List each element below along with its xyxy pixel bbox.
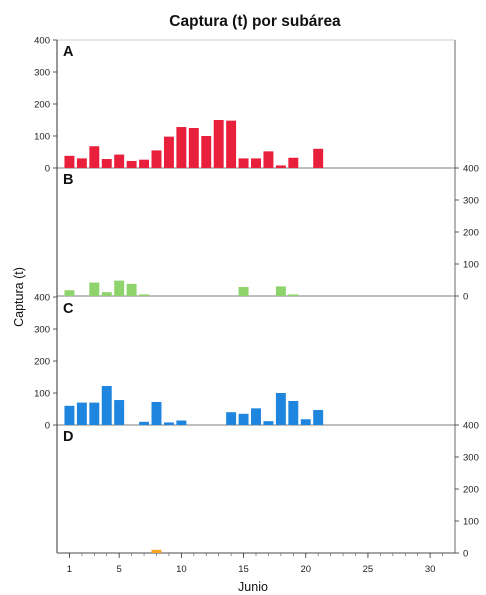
- bar-b-6: [126, 283, 137, 296]
- bar-c-16: [251, 408, 261, 425]
- bar-c-21: [313, 409, 324, 425]
- panel-b-ytick-label: 200: [463, 228, 479, 239]
- panel-b-label: B: [63, 172, 73, 188]
- panel-d-ytick-label: 0: [463, 549, 468, 560]
- x-tick-label: 1: [67, 564, 72, 575]
- bar-a-3: [89, 146, 100, 168]
- x-tick-label: 10: [176, 564, 187, 575]
- bar-c-5: [114, 400, 125, 425]
- panel-a-ytick-label: 0: [45, 164, 50, 175]
- bar-a-4: [101, 159, 112, 168]
- bar-a-9: [163, 136, 174, 168]
- bar-a-12: [201, 136, 212, 168]
- bar-b-4: [101, 292, 112, 296]
- panel-c-ytick-label: 200: [34, 357, 50, 368]
- panel-c-label: C: [63, 301, 74, 317]
- x-axis-label: Junio: [238, 580, 268, 594]
- panel-a-label: A: [63, 44, 74, 60]
- x-tick-label: 30: [425, 564, 436, 575]
- bar-b-18: [275, 286, 286, 296]
- bar-c-9: [163, 422, 174, 425]
- bar-c-7: [139, 421, 150, 425]
- y-axis-label: Captura (t): [12, 267, 26, 327]
- bar-c-14: [226, 412, 237, 425]
- bar-b-15: [238, 287, 249, 296]
- bar-a-1: [64, 155, 75, 168]
- panel-b-ytick-label: 300: [463, 196, 479, 207]
- bar-a-5: [114, 154, 125, 168]
- bar-a-17: [263, 151, 274, 168]
- panel-b-ytick-label: 0: [463, 292, 468, 303]
- x-tick-label: 5: [117, 564, 122, 575]
- bar-a-10: [176, 127, 187, 168]
- bar-c-8: [151, 401, 162, 425]
- bar-c-20: [300, 419, 311, 425]
- panel-d-ytick-label: 200: [463, 485, 479, 496]
- chart-title: Captura (t) por subárea: [169, 13, 341, 30]
- panel-a-ytick-label: 400: [34, 36, 50, 47]
- bar-c-3: [89, 402, 100, 425]
- panel-c-ytick-label: 300: [34, 325, 50, 336]
- panel-c-ytick-label: 0: [45, 421, 50, 432]
- x-tick-label: 15: [238, 564, 249, 575]
- bar-c-17: [263, 421, 274, 425]
- bar-c-19: [288, 401, 299, 425]
- bar-a-19: [288, 157, 299, 168]
- panel-d-label: D: [63, 429, 73, 445]
- panel-d-ytick-label: 100: [463, 517, 479, 528]
- bar-a-7: [139, 159, 150, 168]
- bar-c-2: [76, 402, 87, 425]
- bar-a-21: [313, 148, 324, 168]
- bar-c-1: [64, 405, 75, 425]
- bar-b-7: [139, 294, 150, 296]
- panel-a-ytick-label: 300: [34, 68, 50, 79]
- bar-a-15: [238, 158, 249, 168]
- x-tick-label: 25: [363, 564, 374, 575]
- bar-c-15: [238, 413, 249, 425]
- panel-a-ytick-label: 100: [34, 132, 50, 143]
- panel-d-ytick-label: 400: [463, 421, 479, 432]
- bar-a-16: [251, 158, 261, 168]
- bar-c-18: [275, 393, 286, 425]
- plot-area: A0100200300400B0100200300400C01002003004…: [34, 36, 479, 576]
- bar-c-10: [176, 420, 187, 425]
- panel-d-ytick-label: 300: [463, 453, 479, 464]
- bar-b-19: [288, 294, 299, 296]
- panel-b-ytick-label: 400: [463, 164, 479, 175]
- bar-a-2: [76, 158, 87, 168]
- panel-a-ytick-label: 200: [34, 100, 50, 111]
- bar-b-1: [64, 290, 75, 296]
- bar-d-8: [151, 549, 162, 553]
- bar-a-11: [188, 128, 199, 168]
- bar-b-5: [114, 280, 125, 296]
- bar-a-8: [151, 150, 162, 168]
- bar-a-18: [275, 165, 286, 168]
- panel-c-ytick-label: 100: [34, 389, 50, 400]
- panel-b-ytick-label: 100: [463, 260, 479, 271]
- panel-c-ytick-label: 400: [34, 293, 50, 304]
- bar-a-6: [126, 160, 137, 168]
- bar-b-3: [89, 282, 100, 296]
- bar-a-13: [213, 120, 224, 168]
- x-tick-label: 20: [300, 564, 311, 575]
- bar-a-14: [226, 120, 237, 168]
- bar-c-4: [101, 385, 112, 425]
